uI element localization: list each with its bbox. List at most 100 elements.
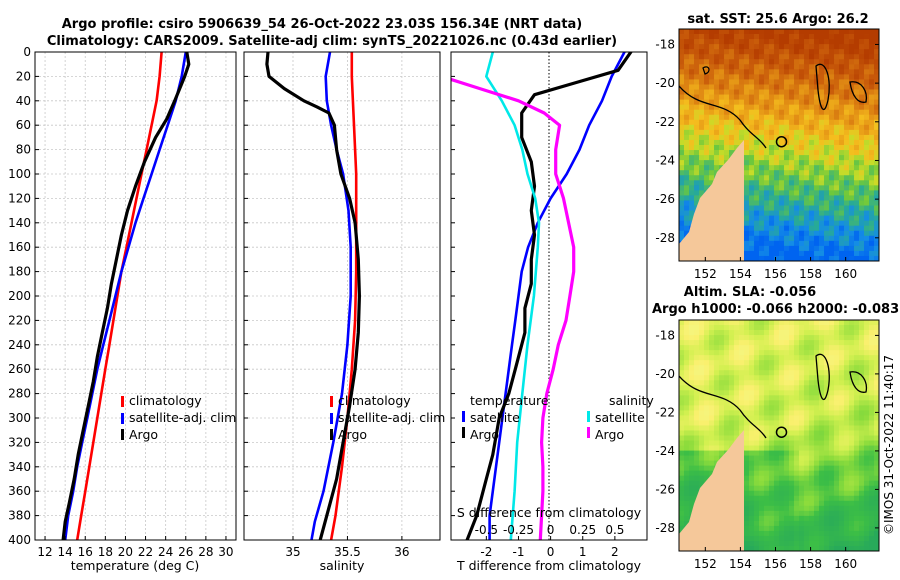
map-cell xyxy=(869,104,875,111)
map-cell xyxy=(764,390,770,396)
map-cell xyxy=(774,470,780,477)
map-cell xyxy=(794,59,800,65)
map-cell xyxy=(769,360,775,366)
map-cell xyxy=(819,160,825,166)
map-cell xyxy=(689,450,695,456)
map-cell xyxy=(739,405,745,411)
map-cell xyxy=(874,460,879,467)
map-cell xyxy=(799,210,805,217)
map-cell xyxy=(754,515,760,522)
map-cell xyxy=(824,435,830,441)
map-cell xyxy=(759,74,765,80)
map-cell xyxy=(744,210,750,217)
map-cell xyxy=(864,225,870,232)
map-cell xyxy=(779,400,785,406)
map-cell xyxy=(759,150,765,156)
map-cell xyxy=(769,320,775,326)
map-cell xyxy=(809,255,815,261)
map-cell xyxy=(784,440,790,446)
map-cell xyxy=(764,490,770,497)
map-cell xyxy=(819,235,825,242)
map-cell xyxy=(824,99,830,106)
map-cell xyxy=(869,119,875,126)
map-cell xyxy=(824,520,830,527)
map-cell xyxy=(694,455,700,462)
map-cell xyxy=(779,335,785,341)
map-cell xyxy=(809,450,815,456)
map-cell xyxy=(679,350,685,356)
map-cell xyxy=(689,114,695,121)
map-cell xyxy=(809,64,815,70)
reef-contour xyxy=(849,371,868,393)
map-cell xyxy=(839,460,845,467)
map-cell xyxy=(874,190,879,196)
map-cell xyxy=(849,155,855,161)
map-cell xyxy=(759,195,765,201)
map-cell xyxy=(824,425,830,431)
map-cell xyxy=(709,129,715,136)
map-cell xyxy=(744,34,750,40)
map-cell xyxy=(689,480,695,487)
map-cell xyxy=(799,124,805,131)
map-cell xyxy=(749,195,755,201)
map-cell xyxy=(804,415,810,421)
map-cell xyxy=(684,200,690,206)
map-cell xyxy=(874,510,879,517)
map-cell xyxy=(784,360,790,366)
map-cell xyxy=(724,420,730,426)
map-cell xyxy=(804,485,810,492)
map-cell xyxy=(774,195,780,201)
map-cell xyxy=(769,89,775,95)
map-cell xyxy=(819,250,825,257)
map-cell xyxy=(734,330,740,336)
map-cell xyxy=(829,215,835,222)
map-cell xyxy=(854,150,860,156)
map-cell xyxy=(729,345,735,351)
map-cell xyxy=(689,425,695,431)
map-cell xyxy=(689,39,695,45)
map-cell xyxy=(749,170,755,176)
map-cell xyxy=(769,225,775,232)
map-cell xyxy=(684,29,690,35)
map-cell xyxy=(724,410,730,416)
map-cell xyxy=(864,470,870,477)
map-cell xyxy=(774,510,780,517)
map-cell xyxy=(744,134,750,141)
map-cell xyxy=(754,370,760,376)
map-cell xyxy=(749,525,755,532)
map-cell xyxy=(689,180,695,186)
map-cell xyxy=(754,460,760,467)
map-cell xyxy=(799,195,805,201)
map-cell xyxy=(794,410,800,416)
map-cell xyxy=(749,350,755,356)
figure-title-line2: Climatology: CARS2009. Satellite-adj cli… xyxy=(47,34,617,49)
map-cell xyxy=(734,340,740,346)
map-cell xyxy=(839,150,845,156)
map-cell xyxy=(819,119,825,126)
map-cell xyxy=(839,34,845,40)
map-cell xyxy=(769,420,775,426)
map-cell xyxy=(684,205,690,211)
map-cell xyxy=(779,325,785,331)
map-cell xyxy=(869,109,875,116)
map-cell xyxy=(684,355,690,361)
map-cell xyxy=(834,59,840,65)
map-cell xyxy=(749,220,755,227)
legend-swatch-argo xyxy=(121,429,124,440)
map-cell xyxy=(874,59,879,65)
map-cell xyxy=(844,545,850,551)
map-cell xyxy=(869,380,875,386)
map-cell xyxy=(864,510,870,517)
map-cell xyxy=(869,405,875,411)
map-cell xyxy=(874,84,879,90)
map-cell xyxy=(744,250,750,257)
map-cell xyxy=(814,134,820,141)
map-cell xyxy=(699,460,705,467)
map-cell xyxy=(834,355,840,361)
map-cell xyxy=(684,445,690,451)
map-cell xyxy=(704,420,710,426)
map-cell xyxy=(779,210,785,217)
map-cell xyxy=(769,54,775,60)
map-cell xyxy=(874,145,879,151)
map-cell xyxy=(769,175,775,181)
